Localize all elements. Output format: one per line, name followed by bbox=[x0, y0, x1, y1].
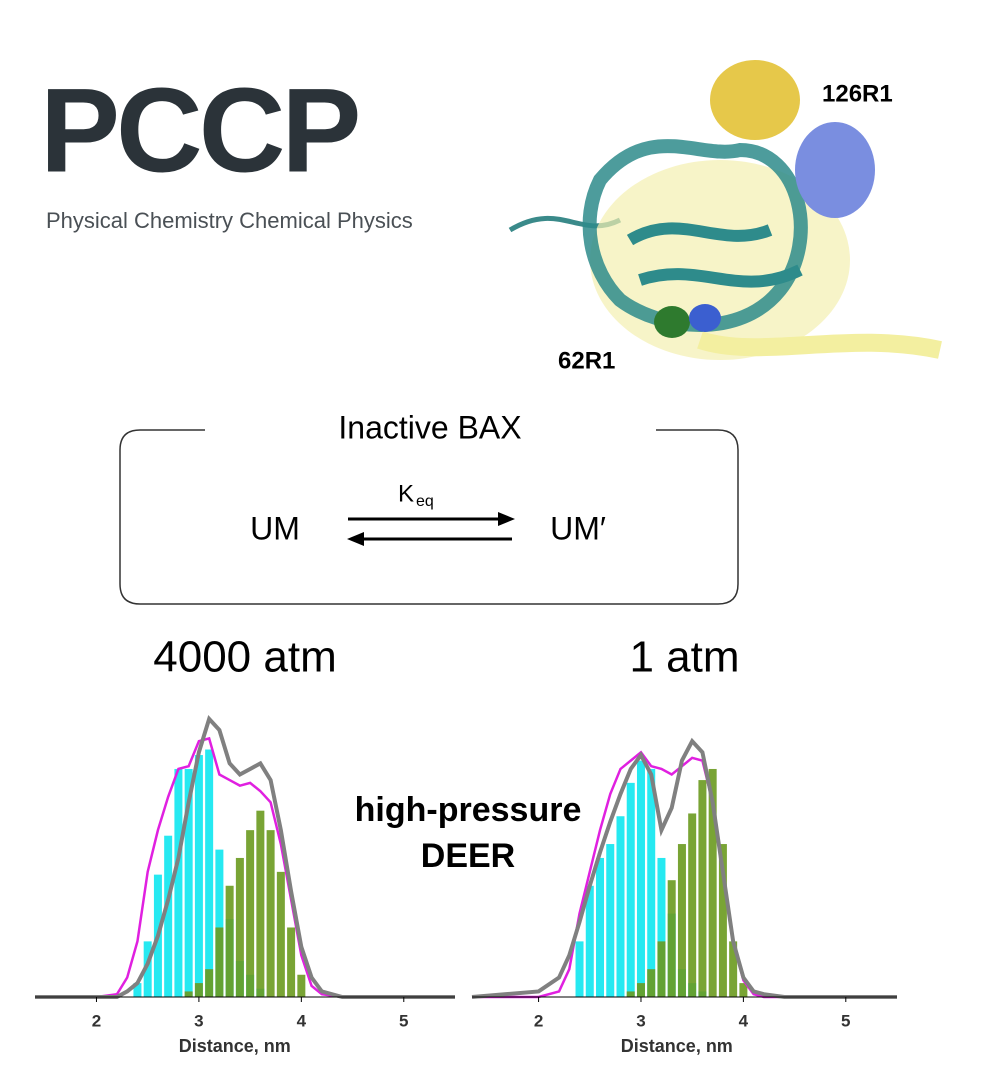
bar bbox=[194, 755, 203, 997]
bar bbox=[708, 768, 717, 997]
x-tick-label: 5 bbox=[841, 1011, 850, 1030]
bar bbox=[616, 816, 625, 997]
bar bbox=[194, 983, 203, 997]
bar bbox=[739, 983, 748, 997]
protein-image bbox=[508, 60, 942, 360]
chart-title: 4000 atm bbox=[153, 633, 336, 682]
bar bbox=[647, 969, 656, 997]
center-text: DEER bbox=[421, 837, 515, 875]
k-label: K bbox=[398, 480, 414, 507]
bar bbox=[688, 813, 697, 997]
bar bbox=[626, 991, 635, 997]
bar bbox=[596, 857, 605, 997]
bar bbox=[205, 969, 214, 997]
x-axis-label: Distance, nm bbox=[179, 1036, 291, 1056]
curve bbox=[471, 737, 897, 999]
bar bbox=[133, 983, 142, 997]
site-label: 126R1 bbox=[822, 80, 893, 107]
scheme-title: Inactive BAX bbox=[338, 409, 521, 445]
bar bbox=[174, 768, 183, 997]
bar bbox=[276, 871, 285, 997]
bar bbox=[287, 927, 296, 997]
bar bbox=[225, 885, 234, 997]
x-tick-label: 2 bbox=[534, 1011, 543, 1030]
logo: PCCP bbox=[40, 64, 357, 198]
x-tick-label: 2 bbox=[92, 1011, 101, 1030]
bar bbox=[636, 760, 645, 997]
bar bbox=[585, 885, 594, 997]
bar bbox=[575, 941, 584, 997]
x-tick-label: 3 bbox=[636, 1011, 645, 1030]
k-subscript: eq bbox=[416, 493, 434, 510]
scheme-box bbox=[119, 429, 739, 605]
bar bbox=[215, 849, 224, 997]
species-left: UM bbox=[250, 510, 300, 546]
bar bbox=[657, 857, 666, 997]
bar bbox=[636, 983, 645, 997]
bar bbox=[235, 857, 244, 997]
bar bbox=[143, 941, 152, 997]
bar bbox=[256, 810, 265, 997]
x-tick-label: 4 bbox=[297, 1011, 307, 1030]
bar bbox=[246, 830, 255, 997]
x-tick-label: 5 bbox=[399, 1011, 408, 1030]
equilibrium-arrows bbox=[347, 512, 515, 546]
bar bbox=[677, 844, 686, 997]
x-tick-label: 3 bbox=[194, 1011, 203, 1030]
bar bbox=[164, 835, 173, 997]
chart-title: 1 atm bbox=[629, 633, 739, 682]
curve bbox=[35, 714, 455, 999]
x-tick-label: 4 bbox=[739, 1011, 749, 1030]
bar bbox=[205, 749, 214, 997]
bar bbox=[626, 782, 635, 997]
bar bbox=[718, 844, 727, 997]
bar bbox=[297, 974, 306, 997]
bar bbox=[667, 880, 676, 997]
bar bbox=[606, 844, 615, 997]
bar bbox=[184, 991, 193, 997]
bar bbox=[657, 941, 666, 997]
bar bbox=[266, 830, 275, 997]
site-label: 62R1 bbox=[558, 347, 615, 374]
bar bbox=[184, 768, 193, 997]
bar bbox=[647, 768, 656, 997]
bar bbox=[698, 780, 707, 997]
curve bbox=[35, 736, 455, 999]
journal-name: Physical Chemistry Chemical Physics bbox=[46, 208, 413, 233]
bar bbox=[729, 941, 738, 997]
species-right: UM′ bbox=[550, 510, 606, 546]
x-axis-label: Distance, nm bbox=[621, 1036, 733, 1056]
bar bbox=[215, 927, 224, 997]
center-text: high-pressure bbox=[355, 791, 582, 829]
